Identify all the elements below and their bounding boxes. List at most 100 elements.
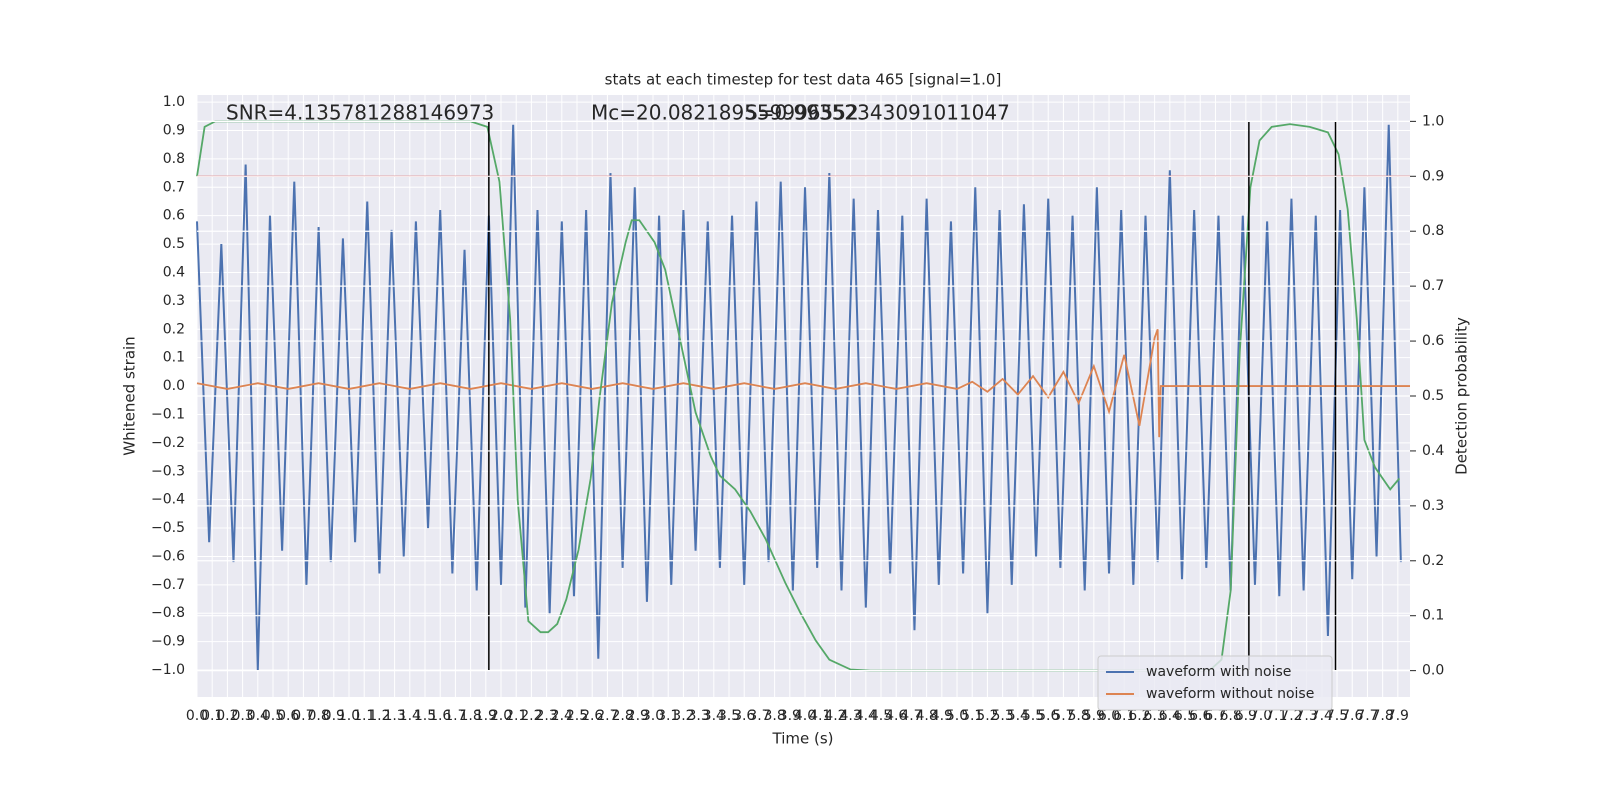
x-axis-label: Time (s) [772,730,834,748]
x-tick-label: 1.0 [338,708,360,724]
x-tick-label: 6.8 [1220,708,1242,724]
y2-tick-label: 0.3 [1422,498,1444,514]
x-tick-label: 3.9 [779,708,801,724]
x-tick-label: 0.4 [247,708,269,724]
y2-tick-label: 0.6 [1422,333,1444,349]
legend-label: waveform with noise [1146,664,1291,680]
y2-tick-label: 0.0 [1422,663,1444,679]
x-tick-label: 4.4 [855,708,877,724]
y2-tick-label: 0.1 [1422,608,1444,624]
legend: waveform with noise waveform without nois… [1097,655,1333,711]
x-tick-label: 1.7 [444,708,466,724]
x-tick-label: 4.8 [915,708,937,724]
x-tick-label: 7.7 [1356,708,1378,724]
x-tick-label: 2.6 [581,708,603,724]
x-tick-label: 5.0 [946,708,968,724]
x-tick-label: 2.9 [627,708,649,724]
y-tick-label: −0.9 [151,634,185,650]
x-tick-label: 0.1 [201,708,223,724]
x-tick-label: 3.5 [718,708,740,724]
series-line [196,328,1410,438]
x-tick-label: 1.6 [429,708,451,724]
x-tick-label: 3.2 [672,708,694,724]
x-tick-label: 2.0 [490,708,512,724]
x-tick-label: 5.8 [1067,708,1089,724]
y2-tick-label: 1.0 [1422,113,1444,129]
series-line [196,120,1401,672]
y-tick-label: −1.0 [151,662,185,678]
y-tick-label: −0.6 [151,548,185,564]
y-tick-label: 0.7 [163,179,185,195]
x-tick-label: 0.2 [216,708,238,724]
x-tick-label: 6.9 [1235,708,1257,724]
x-tick-label: 0.9 [323,708,345,724]
x-tick-label: 7.0 [1250,708,1272,724]
x-tick-label: 2.3 [535,708,557,724]
x-tick-label: 1.5 [414,708,436,724]
x-tick-label: 1.3 [383,708,405,724]
x-tick-label: 2.4 [551,708,573,724]
y-tick-label: 0.4 [163,264,185,280]
x-tick-label: 6.1 [1113,708,1135,724]
x-tick-label: 7.5 [1326,708,1348,724]
chart-title: stats at each timestep for test data 465… [605,71,1002,89]
x-tick-label: 4.7 [900,708,922,724]
y-tick-label: 0.2 [163,321,185,337]
x-tick-label: 6.6 [1189,708,1211,724]
y2-tick-label: 0.9 [1422,168,1444,184]
y-tick-label: 0.8 [163,151,185,167]
x-tick-label: 1.9 [475,708,497,724]
y2-tick-label: 0.8 [1422,223,1444,239]
x-tick-label: 1.4 [399,708,421,724]
legend-box [1097,655,1333,711]
x-tick-label: 6.5 [1174,708,1196,724]
y-tick-label: 1.0 [163,94,185,110]
annotation: S=0.99352343091011047 [745,101,1010,125]
x-tick-label: 4.2 [824,708,846,724]
x-tick-label: 2.8 [611,708,633,724]
x-tick-label: 2.2 [520,708,542,724]
x-tick-label: 0.3 [231,708,253,724]
x-tick-label: 5.4 [1007,708,1029,724]
x-tick-label: 3.1 [657,708,679,724]
x-tick-label: 0.7 [292,708,314,724]
x-tick-label: 0.6 [277,708,299,724]
x-tick-label: 2.5 [566,708,588,724]
x-tick-label: 7.1 [1265,708,1287,724]
y-tick-label: 0.0 [163,378,185,394]
x-tick-label: 6.2 [1128,708,1150,724]
x-tick-label: 4.0 [794,708,816,724]
x-tick-label: 5.3 [991,708,1013,724]
y2-tick-label: 0.4 [1422,443,1444,459]
y-tick-label: 0.5 [163,236,185,252]
x-tick-label: 4.6 [885,708,907,724]
x-tick-label: 2.1 [505,708,527,724]
y-tick-label: −0.5 [151,520,185,536]
y-tick-label: 0.3 [163,293,185,309]
x-tick-label: 4.9 [931,708,953,724]
x-tick-label: 7.3 [1296,708,1318,724]
x-tick-label: 6.0 [1098,708,1120,724]
x-tick-label: 7.4 [1311,708,1333,724]
x-tick-label: 5.2 [976,708,998,724]
x-tick-label: 4.5 [870,708,892,724]
x-tick-label: 7.9 [1387,708,1409,724]
y-axis-label: Whitened strain [121,336,139,455]
x-tick-label: 0.8 [307,708,329,724]
y-tick-label: 0.1 [163,350,185,366]
y-tick-label: 0.9 [163,122,185,138]
x-tick-label: 4.3 [839,708,861,724]
x-tick-label: 2.7 [596,708,618,724]
x-tick-label: 0.0 [186,708,208,724]
y-tick-label: 0.6 [163,208,185,224]
x-tick-label: 3.3 [687,708,709,724]
y-tick-label: −0.3 [151,463,185,479]
y2-tick-label: 0.7 [1422,278,1444,294]
annotation: SNR=4.135781288146973 [226,101,494,125]
x-tick-label: 1.2 [368,708,390,724]
annotation: Mc=20.082189559996552 [591,101,859,125]
x-tick-label: 3.8 [763,708,785,724]
x-tick-label: 3.6 [733,708,755,724]
x-tick-label: 6.4 [1159,708,1181,724]
